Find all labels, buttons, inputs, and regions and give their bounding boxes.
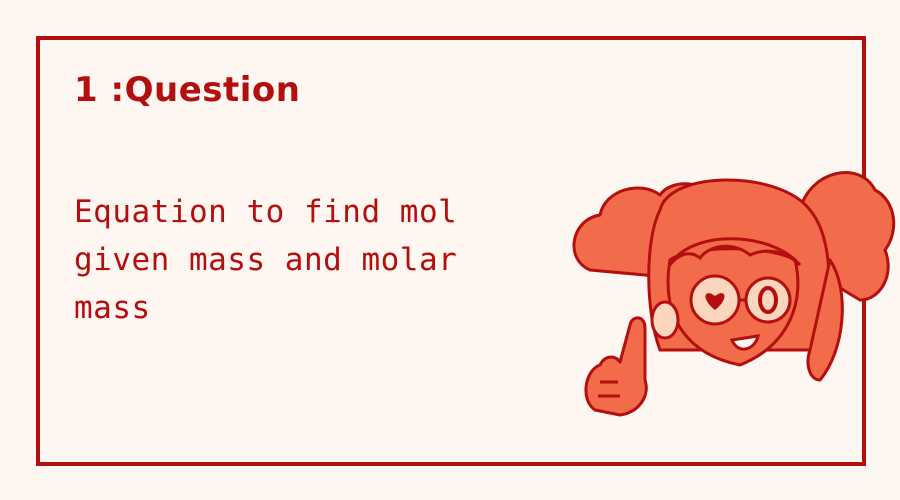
pointing-hand-icon bbox=[584, 316, 648, 417]
mascot-illustration bbox=[572, 171, 896, 417]
eye bbox=[758, 286, 778, 314]
glasses-icon bbox=[689, 274, 792, 326]
hair-right-lock bbox=[806, 258, 844, 382]
question-text: Equation to find mol given mass and mola… bbox=[74, 194, 458, 326]
ear bbox=[650, 300, 680, 340]
question-title: 1 :Question bbox=[74, 70, 301, 110]
heart-eye-icon bbox=[705, 293, 725, 310]
mouth bbox=[729, 334, 760, 351]
